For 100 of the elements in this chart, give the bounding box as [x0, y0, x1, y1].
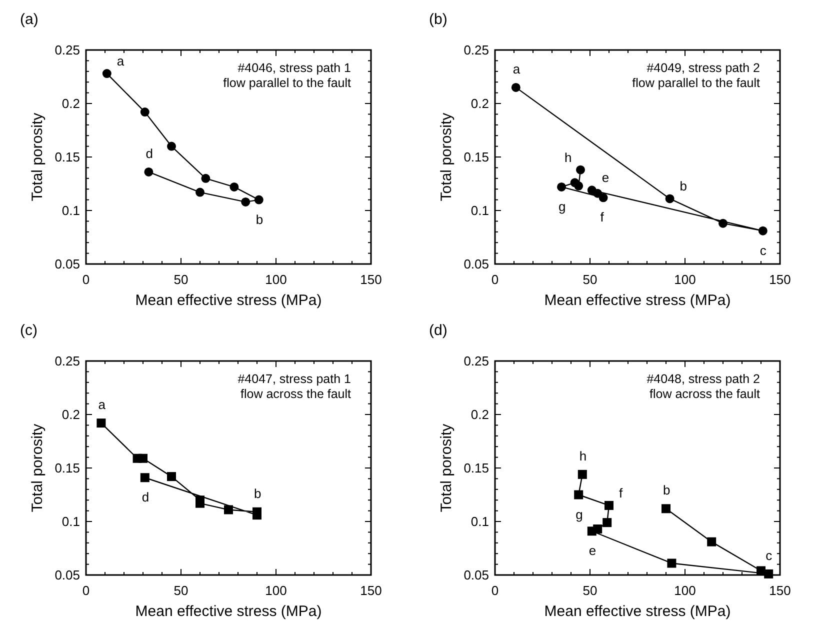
- annotation: e: [602, 170, 610, 186]
- point: [201, 174, 210, 183]
- point: [102, 69, 112, 78]
- x-axis-title: Mean effective stress (MPa): [135, 292, 322, 309]
- point: [224, 505, 233, 514]
- x-axis-title: Mean effective stress (MPa): [544, 292, 731, 309]
- x-tick-label: 50: [174, 583, 188, 598]
- x-tick-label: 0: [82, 272, 90, 287]
- y-tick-label: 0.25: [464, 354, 489, 368]
- annotation: #4046, stress path 1 flow parallel to the fault: [223, 61, 352, 90]
- point: [574, 490, 584, 500]
- annotation: d: [146, 146, 153, 161]
- point: [138, 454, 148, 463]
- x-tick-label: 0: [491, 583, 499, 598]
- annotation: f: [619, 485, 623, 500]
- point: [574, 181, 584, 190]
- y-axis-title: Total porosity: [29, 423, 46, 512]
- y-tick-label: 0.15: [54, 460, 80, 476]
- annotation: g: [558, 198, 566, 214]
- annotation: #4048, stress path 2 flow across the fault: [646, 372, 761, 401]
- chart-title: (c): [20, 322, 38, 339]
- point: [667, 558, 676, 568]
- x-tick-label: 100: [265, 583, 287, 598]
- y-tick-label: 0.05: [54, 256, 80, 272]
- chart-title: (d): [429, 322, 448, 339]
- y-tick-label: 0.1: [62, 514, 80, 529]
- annotation: b: [680, 178, 688, 194]
- point: [598, 193, 608, 202]
- x-axis-title: Mean effective stress (MPa): [544, 603, 731, 620]
- chart-title: (a): [20, 11, 38, 28]
- point: [718, 218, 728, 228]
- point: [167, 472, 176, 482]
- annotation: f: [600, 210, 604, 225]
- y-tick-label: 0.2: [62, 96, 80, 111]
- annotation: g: [576, 506, 583, 522]
- x-tick-label: 50: [582, 272, 598, 287]
- point: [707, 537, 716, 546]
- y-axis-title: Total porosity: [438, 423, 455, 512]
- annotation: d: [142, 490, 150, 505]
- annotation: c: [766, 548, 773, 563]
- annotation: a: [512, 61, 521, 76]
- point: [167, 142, 176, 151]
- x-tick-label: 100: [674, 272, 696, 287]
- point: [602, 518, 612, 528]
- y-tick-label: 0.1: [470, 514, 489, 529]
- annotation: e: [588, 543, 596, 558]
- annotation: #4047, stress path 1 flow across the fault: [238, 372, 352, 401]
- x-tick-label: 100: [265, 272, 287, 287]
- point: [578, 470, 587, 479]
- x-tick-label: 150: [360, 272, 382, 287]
- annotation: b: [256, 212, 264, 227]
- y-tick-label: 0.15: [54, 150, 80, 164]
- x-tick-label: 100: [674, 583, 696, 598]
- y-tick-label: 0.05: [54, 568, 80, 582]
- point: [756, 566, 766, 576]
- x-tick-label: 50: [174, 272, 188, 287]
- x-tick-label: 150: [769, 583, 791, 598]
- point: [140, 108, 150, 117]
- point: [241, 197, 250, 206]
- point: [576, 165, 585, 174]
- point: [254, 195, 264, 204]
- x-tick-label: 150: [360, 583, 382, 598]
- y-tick-label: 0.05: [464, 256, 489, 272]
- point: [764, 569, 774, 578]
- annotation: h: [564, 150, 572, 165]
- y-tick-label: 0.2: [470, 96, 489, 111]
- y-tick-label: 0.1: [470, 203, 489, 218]
- point: [665, 194, 674, 204]
- y-tick-label: 0.05: [464, 568, 489, 582]
- annotation: a: [98, 397, 106, 412]
- point: [758, 226, 768, 236]
- x-tick-label: 50: [582, 583, 598, 598]
- point: [511, 82, 520, 92]
- annotation: c: [760, 242, 767, 258]
- x-tick-label: 150: [769, 272, 791, 287]
- point: [557, 182, 566, 192]
- point: [230, 182, 239, 192]
- y-tick-label: 0.15: [464, 460, 489, 476]
- annotation: b: [254, 486, 262, 501]
- x-tick-label: 0: [491, 272, 499, 287]
- y-tick-label: 0.2: [62, 407, 80, 422]
- y-axis-title: Total porosity: [438, 112, 455, 202]
- point: [593, 524, 602, 534]
- y-tick-label: 0.25: [54, 42, 80, 58]
- point: [140, 473, 150, 482]
- annotation: a: [116, 54, 125, 69]
- x-axis-title: Mean effective stress (MPa): [135, 603, 322, 620]
- point: [144, 167, 154, 176]
- y-tick-label: 0.25: [464, 42, 489, 58]
- annotation: h: [579, 448, 587, 464]
- y-tick-label: 0.2: [470, 407, 489, 422]
- y-tick-label: 0.15: [464, 150, 489, 164]
- annotation: #4049, stress path 2 flow parallel to the fault: [632, 61, 761, 90]
- point: [662, 504, 670, 514]
- y-tick-label: 0.1: [62, 203, 80, 218]
- y-tick-label: 0.25: [54, 354, 80, 368]
- y-axis-title: Total porosity: [29, 112, 46, 202]
- point: [604, 500, 614, 510]
- point: [196, 188, 204, 197]
- x-tick-label: 0: [82, 583, 90, 598]
